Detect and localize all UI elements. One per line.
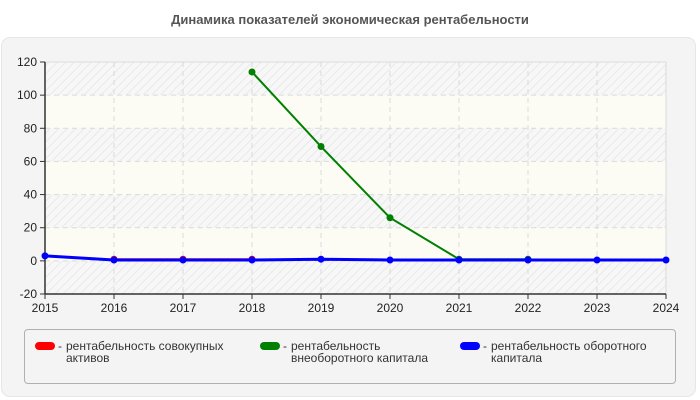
data-point[interactable] (248, 68, 256, 76)
x-tick-label: 2017 (170, 301, 197, 315)
series-2 (41, 252, 670, 264)
data-point[interactable] (524, 256, 532, 264)
data-point[interactable] (317, 255, 325, 263)
legend-item-noncurrent-capital[interactable]: - рентабельность внеоборотного капитала (260, 340, 451, 364)
grid-lines (45, 61, 667, 294)
y-tick-label: 100 (17, 88, 37, 102)
y-tick-label: 0 (30, 254, 37, 268)
data-point[interactable] (179, 256, 187, 264)
legend-swatch-blue (460, 342, 480, 350)
legend: - рентабельность совокупных активов - ре… (24, 329, 676, 384)
data-point[interactable] (110, 256, 118, 264)
data-point[interactable] (386, 214, 394, 222)
y-tick-label: 20 (24, 221, 38, 235)
legend-label: рентабельность внеоборотного капитала (291, 339, 428, 365)
y-tick-label: 40 (24, 188, 38, 202)
x-tick-label: 2021 (446, 301, 473, 315)
y-tick-label: -20 (20, 287, 38, 301)
x-tick-label: 2023 (584, 301, 611, 315)
data-point[interactable] (248, 256, 256, 264)
legend-label: рентабельность оборотного капитала (491, 339, 647, 365)
y-tick-label: 60 (24, 154, 38, 168)
legend-item-total-assets[interactable]: - рентабельность совокупных активов (35, 340, 246, 364)
x-tick-label: 2020 (377, 301, 404, 315)
legend-swatch-green (260, 342, 280, 350)
data-point[interactable] (593, 256, 601, 264)
series-lines (41, 68, 670, 264)
legend-label: рентабельность совокупных активов (66, 339, 224, 365)
line-chart: -20 0 20 40 60 80 100 120 2015 2016 2017 2018 2019 20… (17, 55, 680, 315)
data-point[interactable] (317, 143, 325, 151)
x-tick-label: 2022 (515, 301, 542, 315)
y-tick-label: 120 (17, 55, 37, 69)
x-tick-label: 2024 (653, 301, 680, 315)
x-tick-label: 2015 (32, 301, 59, 315)
data-point[interactable] (455, 256, 463, 264)
data-point[interactable] (386, 256, 394, 264)
legend-swatch-red (35, 342, 55, 350)
legend-item-working-capital[interactable]: - рентабельность оборотного капитала (460, 340, 681, 364)
y-tick-label: 80 (24, 121, 38, 135)
chart-title: Динамика показателей экономическая рента… (171, 12, 529, 27)
x-tick-label: 2016 (101, 301, 128, 315)
data-point[interactable] (662, 256, 670, 264)
data-point[interactable] (41, 252, 49, 260)
plot-bands (45, 62, 666, 294)
x-tick-label: 2019 (308, 301, 335, 315)
x-tick-label: 2018 (239, 301, 266, 315)
